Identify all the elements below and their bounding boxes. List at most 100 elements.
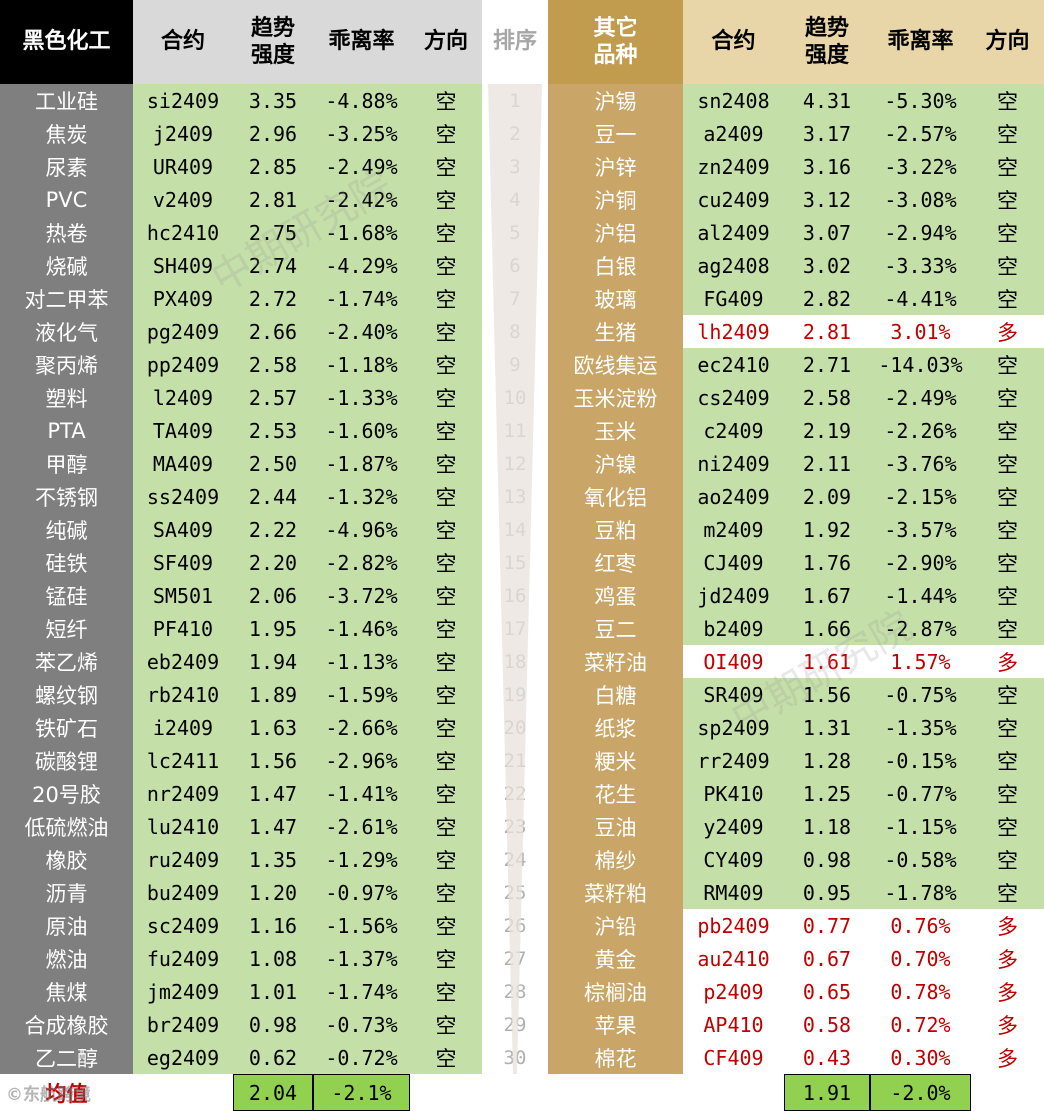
left-row-name: 不锈钢 [0,480,133,513]
left-row-strength: 1.89 [233,678,313,711]
right-row-strength: 1.18 [784,810,870,843]
left-row-strength: 1.47 [233,810,313,843]
left-row-direction: 空 [410,249,482,282]
right-row-deviation: 0.30% [870,1041,971,1074]
left-row-direction: 空 [410,183,482,216]
left-row-name: 燃油 [0,942,133,975]
right-row-direction: 空 [971,414,1044,447]
right-row-contract: CF409 [683,1041,784,1074]
rank-number: 12 [503,452,527,475]
right-row-strength: 1.25 [784,777,870,810]
header-right-strength: 趋势 强度 [784,0,870,84]
right-row-direction: 空 [971,546,1044,579]
left-row-contract: rb2410 [133,678,233,711]
left-row-contract: j2409 [133,117,233,150]
right-row-deviation: -3.57% [870,513,971,546]
left-row-direction: 空 [410,843,482,876]
left-row-deviation: -2.82% [313,546,410,579]
rank-number: 25 [503,881,527,904]
left-row-contract: TA409 [133,414,233,447]
left-row-deviation: -1.56% [313,909,410,942]
left-row-deviation: -4.96% [313,513,410,546]
right-row-deviation: -2.87% [870,612,971,645]
right-row-strength: 2.11 [784,447,870,480]
left-row-direction: 空 [410,975,482,1008]
rank-number: 16 [503,584,527,607]
left-row-contract: ss2409 [133,480,233,513]
right-row-strength: 2.58 [784,381,870,414]
left-row-deviation: -1.41% [313,777,410,810]
right-row-name: 沪铜 [548,183,683,216]
right-row-name: 红枣 [548,546,683,579]
left-row-deviation: -2.61% [313,810,410,843]
right-row-strength: 3.07 [784,216,870,249]
right-row-strength: 0.65 [784,975,870,1008]
left-row-strength: 2.74 [233,249,313,282]
left-row-strength: 1.63 [233,711,313,744]
left-row-direction: 空 [410,546,482,579]
right-row-name: 豆一 [548,117,683,150]
right-row-contract: rr2409 [683,744,784,777]
left-row-direction: 空 [410,513,482,546]
header-right-contract: 合约 [683,0,784,84]
right-row-contract: ec2410 [683,348,784,381]
right-row-contract: cs2409 [683,381,784,414]
right-row-strength: 0.98 [784,843,870,876]
left-row-strength: 2.50 [233,447,313,480]
left-row-strength: 1.16 [233,909,313,942]
left-row-direction: 空 [410,447,482,480]
right-row-contract: cu2409 [683,183,784,216]
left-row-deviation: -2.42% [313,183,410,216]
left-row-contract: nr2409 [133,777,233,810]
right-row-deviation: -3.08% [870,183,971,216]
right-row-contract: p2409 [683,975,784,1008]
left-row-name: 沥青 [0,876,133,909]
left-row-deviation: -1.59% [313,678,410,711]
right-row-strength: 1.56 [784,678,870,711]
right-row-direction: 多 [971,909,1044,942]
header-left-strength: 趋势 强度 [233,0,313,84]
left-row-strength: 3.35 [233,84,313,117]
left-row-name: 乙二醇 [0,1041,133,1074]
right-row-direction: 多 [971,315,1044,348]
left-row-strength: 1.47 [233,777,313,810]
left-row-direction: 空 [410,282,482,315]
right-row-direction: 多 [971,975,1044,1008]
left-row-contract: MA409 [133,447,233,480]
left-row-contract: SA409 [133,513,233,546]
header-left-direction: 方向 [410,0,482,84]
right-row-name: 粳米 [548,744,683,777]
left-row-name: 苯乙烯 [0,645,133,678]
right-row-strength: 0.67 [784,942,870,975]
left-row-direction: 空 [410,711,482,744]
left-row-name: 硅铁 [0,546,133,579]
left-row-deviation: -1.74% [313,975,410,1008]
rank-number: 6 [509,254,521,277]
footer-left-avg-deviation: -2.1% [313,1074,410,1111]
right-row-strength: 2.81 [784,315,870,348]
left-row-strength: 1.08 [233,942,313,975]
left-row-deviation: -0.73% [313,1008,410,1041]
left-row-direction: 空 [410,1041,482,1074]
left-row-strength: 2.22 [233,513,313,546]
left-row-deviation: -4.88% [313,84,410,117]
rank-number: 19 [503,683,527,706]
right-row-name: 豆粕 [548,513,683,546]
right-row-strength: 2.19 [784,414,870,447]
left-row-contract: PX409 [133,282,233,315]
left-row-direction: 空 [410,876,482,909]
right-row-deviation: -14.03% [870,348,971,381]
right-row-strength: 1.76 [784,546,870,579]
right-row-name: 豆油 [548,810,683,843]
left-row-contract: SM501 [133,579,233,612]
header-rank: 排序 [482,0,548,84]
left-row-strength: 2.81 [233,183,313,216]
left-row-deviation: -1.33% [313,381,410,414]
left-row-contract: PF410 [133,612,233,645]
left-row-strength: 2.96 [233,117,313,150]
left-row-name: 锰硅 [0,579,133,612]
footer-right-avg-deviation: -2.0% [870,1074,971,1111]
right-row-deviation: -3.22% [870,150,971,183]
right-row-name: 白银 [548,249,683,282]
